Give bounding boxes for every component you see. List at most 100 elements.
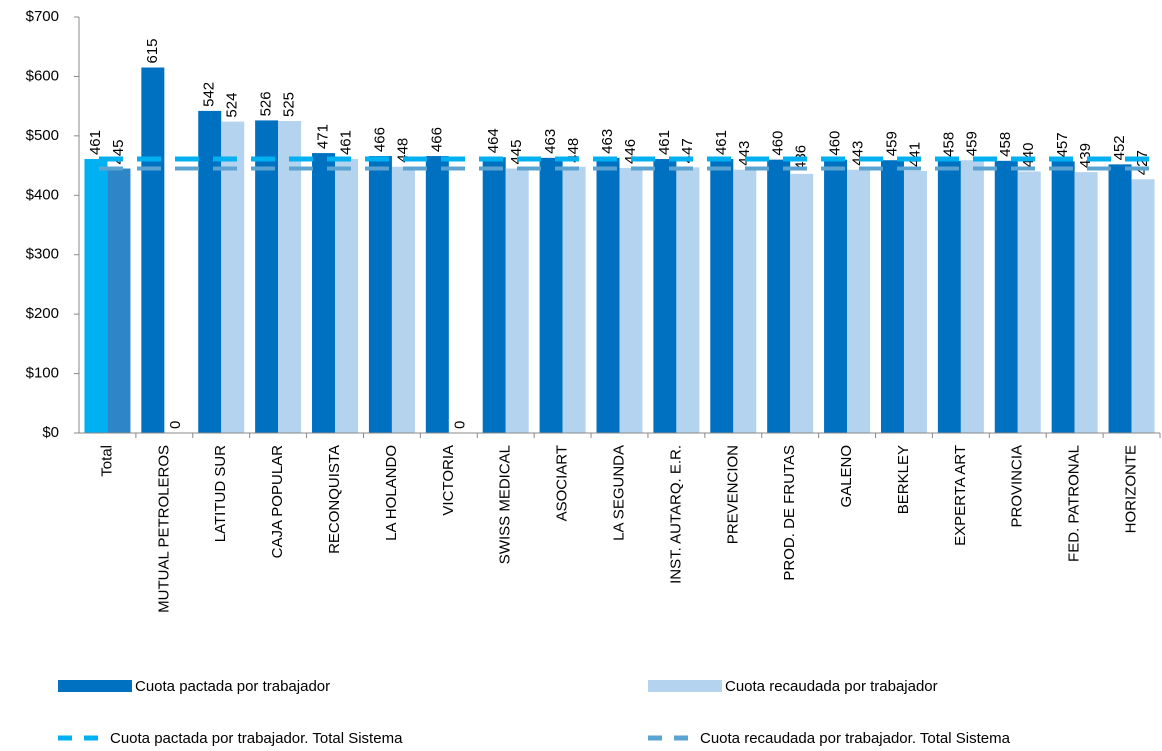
- bar: [960, 160, 984, 434]
- bar: [994, 160, 1018, 433]
- value-label: 0: [451, 421, 468, 429]
- bar: [767, 159, 791, 433]
- x-tick-label: FED. PATRONAL: [1066, 445, 1083, 562]
- bar: [619, 167, 643, 433]
- value-label: 439: [1077, 143, 1094, 168]
- value-label: 443: [736, 141, 753, 166]
- x-tick-label: GALENO: [838, 445, 855, 508]
- y-tick-label: $300: [26, 246, 59, 263]
- value-label: 452: [1111, 135, 1128, 160]
- y-tick-label: $500: [26, 127, 59, 144]
- value-label: 461: [713, 130, 730, 155]
- value-label: 448: [565, 138, 582, 163]
- bar: [710, 159, 734, 433]
- bar: [425, 156, 449, 433]
- x-tick-label: CAJA POPULAR: [269, 445, 286, 559]
- bar: [141, 67, 165, 433]
- x-tick-label: RECONQUISTA: [326, 445, 343, 554]
- value-label: 440: [1020, 142, 1037, 167]
- legend-label: Cuota recaudada por trabajador. Total Si…: [700, 730, 1011, 747]
- x-tick-label: LATITUD SUR: [212, 445, 229, 542]
- bar: [482, 157, 506, 433]
- value-label: 459: [963, 131, 980, 156]
- y-tick-label: $0: [42, 424, 59, 441]
- bar: [1108, 164, 1132, 433]
- x-tick-label: MUTUAL PETROLEROS: [155, 445, 172, 613]
- bar: [539, 157, 563, 434]
- x-tick-label: PROVINCIA: [1009, 445, 1026, 528]
- bar: [391, 166, 415, 433]
- x-tick-label: BERKLEY: [895, 445, 912, 514]
- bar: [107, 168, 131, 434]
- value-label: 458: [997, 132, 1014, 157]
- bar: [790, 173, 814, 434]
- value-label: 443: [850, 141, 867, 166]
- value-label: 461: [87, 130, 104, 155]
- bar: [84, 159, 108, 433]
- bar: [824, 159, 848, 433]
- value-label: 615: [144, 38, 161, 63]
- x-tick-label: PREVENCION: [724, 445, 741, 544]
- x-tick-label: LA HOLANDO: [383, 445, 400, 541]
- legend-swatch: [648, 680, 722, 692]
- legend-swatch: [58, 680, 132, 692]
- bar: [596, 157, 620, 434]
- x-tick-label: ASOCIART: [554, 445, 571, 521]
- bar: [937, 160, 961, 433]
- value-label: 524: [224, 93, 241, 118]
- bar: [903, 170, 927, 434]
- y-tick-label: $200: [26, 305, 59, 322]
- value-label: 441: [906, 142, 923, 167]
- bar: [653, 159, 677, 433]
- bar: [880, 160, 904, 434]
- bar: [1051, 161, 1075, 433]
- bar: [1131, 179, 1155, 433]
- value-label: 464: [485, 128, 502, 153]
- value-label: 427: [1134, 150, 1151, 175]
- bar: [255, 120, 279, 434]
- value-label: 0: [167, 421, 184, 429]
- bar: [335, 159, 359, 433]
- value-label: 542: [201, 82, 218, 107]
- value-label: 460: [770, 131, 787, 156]
- value-label: 457: [1054, 132, 1071, 157]
- bar: [562, 166, 586, 433]
- legend-label: Cuota pactada por trabajador. Total Sist…: [110, 730, 403, 747]
- bar: [198, 110, 222, 433]
- value-label: 463: [542, 129, 559, 154]
- value-label: 466: [371, 127, 388, 152]
- bar: [221, 121, 245, 433]
- y-tick-label: $100: [26, 365, 59, 382]
- bar: [847, 169, 871, 433]
- x-tick-label: SWISS MEDICAL: [497, 445, 514, 564]
- y-tick-label: $600: [26, 67, 59, 84]
- value-label: 458: [940, 132, 957, 157]
- bar: [1017, 171, 1041, 433]
- value-label: 471: [314, 124, 331, 149]
- bar: [505, 168, 529, 434]
- bar: [312, 153, 336, 433]
- value-label: 460: [827, 131, 844, 156]
- value-label: 459: [883, 131, 900, 156]
- bar: [676, 167, 700, 433]
- x-tick-label: HORIZONTE: [1123, 445, 1140, 533]
- bar: [733, 169, 757, 433]
- value-label: 461: [337, 130, 354, 155]
- bar: [1074, 172, 1098, 433]
- x-tick-label: INST. AUTARQ. E.R.: [667, 445, 684, 584]
- value-label: 448: [394, 138, 411, 163]
- value-label: 463: [599, 129, 616, 154]
- y-tick-label: $700: [26, 8, 59, 25]
- x-tick-label: EXPERTA ART: [952, 445, 969, 546]
- legend-label: Cuota pactada por trabajador: [135, 678, 330, 695]
- x-tick-label: Total: [98, 445, 115, 477]
- x-tick-label: PROD. DE FRUTAS: [781, 445, 798, 581]
- y-tick-label: $400: [26, 186, 59, 203]
- value-label: 525: [281, 92, 298, 117]
- value-label: 526: [258, 91, 275, 116]
- value-label: 461: [656, 130, 673, 155]
- bar: [278, 121, 302, 433]
- legend-label: Cuota recaudada por trabajador: [725, 678, 938, 695]
- bar: [368, 156, 392, 433]
